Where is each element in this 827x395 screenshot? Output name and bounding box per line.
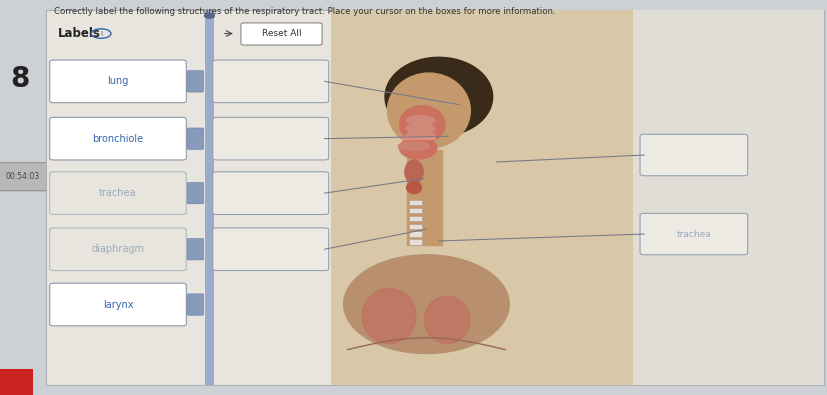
Bar: [409, 239, 422, 245]
Ellipse shape: [405, 132, 435, 139]
Text: lung: lung: [108, 76, 128, 87]
FancyBboxPatch shape: [0, 369, 33, 395]
Ellipse shape: [361, 288, 415, 344]
Ellipse shape: [343, 255, 509, 354]
Text: i: i: [100, 29, 102, 38]
FancyBboxPatch shape: [50, 172, 186, 214]
FancyBboxPatch shape: [633, 10, 823, 385]
FancyBboxPatch shape: [213, 228, 328, 271]
Bar: [401, 136, 434, 139]
Text: 8: 8: [10, 65, 29, 93]
Ellipse shape: [385, 57, 492, 136]
Text: bronchiole: bronchiole: [93, 134, 143, 144]
FancyBboxPatch shape: [331, 10, 633, 385]
Ellipse shape: [399, 105, 445, 143]
Bar: [409, 224, 422, 229]
Ellipse shape: [398, 142, 429, 150]
FancyBboxPatch shape: [187, 128, 203, 149]
FancyBboxPatch shape: [639, 213, 747, 255]
Ellipse shape: [406, 182, 421, 194]
Text: Correctly label the following structures of the respiratory tract. Place your cu: Correctly label the following structures…: [54, 7, 555, 16]
Ellipse shape: [423, 296, 470, 344]
FancyBboxPatch shape: [187, 71, 203, 92]
Ellipse shape: [387, 73, 470, 148]
FancyBboxPatch shape: [213, 60, 328, 103]
Ellipse shape: [405, 116, 435, 126]
FancyBboxPatch shape: [639, 134, 747, 176]
Text: larynx: larynx: [103, 299, 133, 310]
FancyBboxPatch shape: [45, 10, 823, 385]
Text: trachea: trachea: [99, 188, 136, 198]
FancyBboxPatch shape: [213, 117, 328, 160]
Bar: [407, 150, 442, 245]
Bar: [409, 216, 422, 221]
Text: 00:54:03: 00:54:03: [6, 172, 40, 181]
Text: Mc: Mc: [9, 378, 24, 386]
Circle shape: [204, 13, 214, 18]
Text: Reset All: Reset All: [261, 30, 301, 38]
Bar: [409, 208, 422, 213]
Bar: [409, 231, 422, 237]
FancyBboxPatch shape: [50, 60, 186, 103]
Bar: [409, 200, 422, 205]
FancyBboxPatch shape: [205, 10, 213, 385]
Text: diaphragm: diaphragm: [91, 244, 145, 254]
FancyBboxPatch shape: [187, 182, 203, 204]
Text: trachea: trachea: [676, 229, 710, 239]
Ellipse shape: [399, 137, 437, 159]
FancyBboxPatch shape: [241, 23, 322, 45]
FancyBboxPatch shape: [213, 172, 328, 214]
Text: Labels: Labels: [58, 27, 101, 40]
FancyBboxPatch shape: [187, 239, 203, 260]
FancyBboxPatch shape: [50, 283, 186, 326]
FancyBboxPatch shape: [50, 228, 186, 271]
FancyBboxPatch shape: [50, 117, 186, 160]
FancyBboxPatch shape: [187, 294, 203, 315]
Ellipse shape: [405, 124, 435, 132]
FancyBboxPatch shape: [0, 163, 48, 191]
Ellipse shape: [404, 160, 423, 184]
